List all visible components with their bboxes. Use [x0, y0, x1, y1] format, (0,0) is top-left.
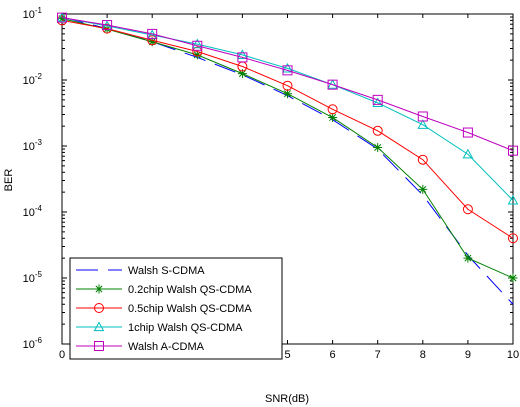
data-point: [237, 49, 248, 60]
legend-entry: Walsh A-CDMA: [76, 341, 205, 353]
data-point: [328, 113, 338, 123]
data-point: [237, 69, 247, 79]
legend-entry: 0.2chip Walsh QS-CDMA: [76, 284, 252, 296]
x-tick-label: 7: [375, 349, 381, 361]
data-point: [373, 142, 383, 152]
series-line: [61, 19, 514, 239]
x-tick-label: 0: [59, 349, 65, 361]
data-point: [102, 20, 113, 31]
x-tick-label: 8: [420, 349, 426, 361]
data-point: [192, 40, 203, 51]
series-layer: [56, 12, 519, 305]
y-tick-label: 10-3: [23, 138, 43, 153]
legend-label: Walsh A-CDMA: [128, 341, 205, 353]
data-point: [462, 204, 473, 215]
data-point: [282, 62, 293, 73]
y-tick-label: 10-5: [23, 270, 43, 285]
x-tick-label: 10: [507, 349, 519, 361]
data-point: [56, 12, 68, 22]
data-point: [417, 119, 429, 129]
data-point: [57, 12, 67, 23]
data-point: [192, 46, 203, 57]
data-point: [147, 37, 157, 47]
y-axis-label: BER: [3, 169, 15, 192]
legend-label: 1chip Walsh QS-CDMA: [128, 322, 243, 334]
legend-entry: 1chip Walsh QS-CDMA: [76, 321, 243, 334]
data-point: [372, 94, 383, 105]
data-point: [463, 253, 473, 263]
legend-marker: [94, 284, 104, 294]
y-tick-label: 10-1: [23, 6, 43, 21]
legend-label: 0.5chip Walsh QS-CDMA: [128, 303, 252, 315]
legend-label: Walsh S-CDMA: [128, 265, 205, 277]
data-point: [462, 127, 473, 138]
data-point: [237, 52, 248, 63]
data-point: [327, 104, 338, 115]
legend-entry: 0.5chip Walsh QS-CDMA: [76, 303, 252, 315]
data-point: [147, 28, 158, 39]
data-point: [508, 233, 518, 244]
data-point: [147, 35, 158, 46]
x-axis-label: SNR(dB): [265, 393, 309, 405]
series-line: [61, 17, 514, 201]
x-tick-label: 6: [330, 349, 336, 361]
data-point: [282, 80, 293, 91]
data-point: [507, 194, 519, 205]
y-tick-label: 10-2: [23, 72, 43, 87]
legend-marker: [93, 321, 105, 332]
data-point: [417, 111, 428, 122]
data-point: [327, 79, 338, 90]
series-2: [57, 14, 518, 283]
data-point: [462, 148, 474, 159]
series-5: [57, 12, 518, 156]
data-point: [372, 97, 384, 107]
data-point: [508, 273, 518, 283]
legend-marker: [94, 341, 104, 351]
data-point: [282, 65, 293, 76]
legend-entry: Walsh S-CDMA: [76, 265, 205, 277]
x-tick-label: 9: [465, 349, 471, 361]
y-tick-label: 10-4: [23, 204, 43, 219]
legend-marker: [94, 303, 104, 313]
data-point: [192, 50, 202, 60]
x-tick-label: 5: [284, 349, 290, 361]
data-point: [57, 14, 67, 24]
data-point: [283, 89, 292, 99]
y-tick-label: 10-6: [23, 336, 43, 351]
series-line: [61, 17, 514, 152]
data-point: [372, 125, 383, 136]
data-point: [418, 184, 428, 194]
data-point: [191, 38, 203, 49]
data-point: [508, 145, 518, 156]
data-point: [417, 154, 428, 165]
series-4: [56, 12, 519, 205]
legend: Walsh S-CDMA 0.2chip Walsh QS-CDMA 0.5chip…: [69, 257, 283, 360]
legend-label: 0.2chip Walsh QS-CDMA: [128, 284, 252, 296]
